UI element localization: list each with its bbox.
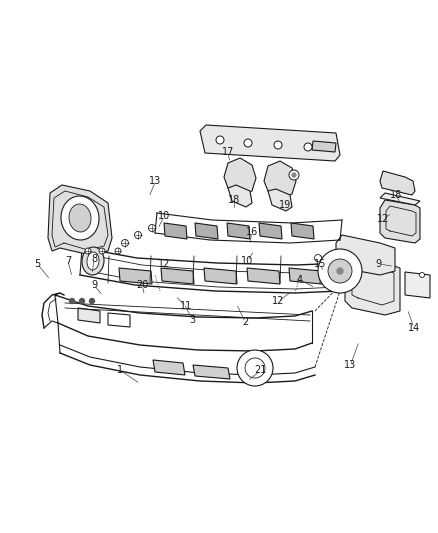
Text: 4: 4	[297, 275, 303, 285]
Circle shape	[289, 170, 299, 180]
Polygon shape	[247, 268, 280, 284]
Text: 18: 18	[228, 195, 240, 205]
Polygon shape	[78, 308, 100, 323]
Polygon shape	[224, 158, 256, 195]
Text: 21: 21	[254, 366, 267, 375]
Text: 9: 9	[91, 280, 97, 290]
Polygon shape	[312, 141, 336, 152]
Polygon shape	[291, 223, 314, 239]
Circle shape	[292, 173, 296, 177]
Circle shape	[115, 248, 121, 254]
Text: 18: 18	[390, 190, 403, 199]
Polygon shape	[193, 365, 230, 379]
Text: 12: 12	[272, 296, 284, 306]
Text: 14: 14	[408, 323, 420, 333]
Text: 8: 8	[91, 254, 97, 263]
Polygon shape	[405, 272, 430, 298]
Polygon shape	[259, 223, 282, 239]
Polygon shape	[48, 185, 112, 255]
Polygon shape	[289, 268, 322, 284]
Circle shape	[318, 249, 362, 293]
Circle shape	[70, 298, 74, 303]
Text: 16: 16	[246, 227, 258, 237]
Text: 11: 11	[180, 302, 192, 311]
Polygon shape	[119, 268, 152, 284]
Circle shape	[274, 141, 282, 149]
Circle shape	[420, 272, 424, 278]
Polygon shape	[204, 268, 237, 284]
Text: 1: 1	[117, 366, 124, 375]
Polygon shape	[345, 255, 400, 315]
Circle shape	[99, 248, 105, 254]
Circle shape	[85, 248, 91, 254]
Text: 13: 13	[149, 176, 162, 186]
Polygon shape	[195, 223, 218, 239]
Ellipse shape	[61, 196, 99, 240]
Polygon shape	[264, 161, 296, 198]
Text: 2: 2	[242, 318, 248, 327]
Circle shape	[337, 268, 343, 274]
Polygon shape	[268, 189, 292, 211]
Circle shape	[121, 239, 128, 246]
Circle shape	[134, 231, 141, 238]
Text: 12: 12	[377, 214, 389, 223]
Circle shape	[216, 136, 224, 144]
Polygon shape	[161, 268, 194, 284]
Text: 5: 5	[34, 259, 40, 269]
Polygon shape	[336, 235, 395, 275]
Circle shape	[314, 254, 321, 262]
Polygon shape	[108, 313, 130, 327]
Polygon shape	[227, 223, 250, 239]
Text: 3: 3	[190, 315, 196, 325]
Circle shape	[237, 350, 273, 386]
Circle shape	[304, 143, 312, 151]
Ellipse shape	[82, 247, 104, 275]
Text: 10: 10	[241, 256, 254, 266]
Text: 15: 15	[314, 259, 326, 269]
Text: 12: 12	[158, 259, 170, 269]
Circle shape	[245, 358, 265, 378]
Polygon shape	[200, 125, 340, 161]
Polygon shape	[380, 171, 415, 195]
Circle shape	[148, 224, 155, 231]
Text: 20: 20	[136, 280, 148, 290]
Text: 13: 13	[344, 360, 357, 370]
Text: 17: 17	[222, 147, 234, 157]
Text: 10: 10	[158, 211, 170, 221]
Ellipse shape	[69, 204, 91, 232]
Circle shape	[80, 298, 85, 303]
Polygon shape	[164, 223, 187, 239]
Polygon shape	[380, 193, 420, 205]
Polygon shape	[380, 200, 420, 243]
Polygon shape	[153, 360, 185, 375]
Text: 7: 7	[65, 256, 71, 266]
Polygon shape	[228, 185, 252, 207]
Circle shape	[89, 298, 95, 303]
Circle shape	[328, 259, 352, 283]
Circle shape	[244, 139, 252, 147]
Text: 19: 19	[279, 200, 291, 210]
Ellipse shape	[87, 252, 99, 270]
Text: 9: 9	[376, 259, 382, 269]
